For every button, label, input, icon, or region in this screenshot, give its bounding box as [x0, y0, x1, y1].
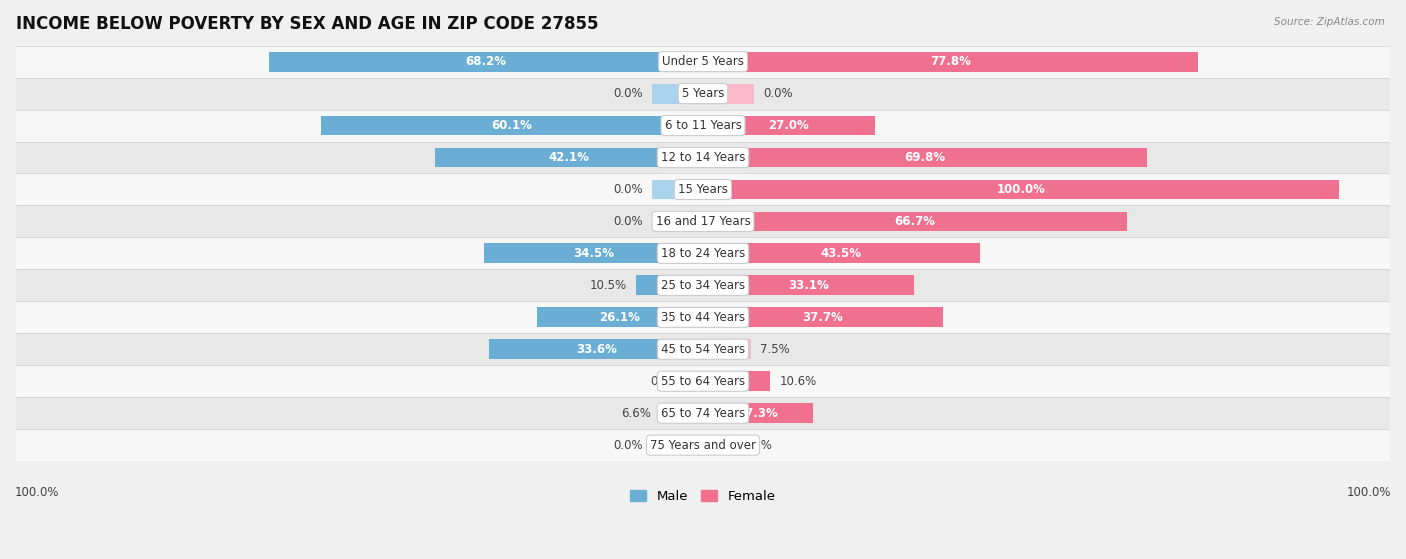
Bar	[703, 339, 751, 359]
Text: Source: ZipAtlas.com: Source: ZipAtlas.com	[1274, 17, 1385, 27]
Bar	[484, 244, 703, 263]
Text: 5 Years: 5 Years	[682, 87, 724, 100]
Bar	[15, 397, 1391, 429]
Bar	[703, 403, 813, 423]
Text: 0.98%: 0.98%	[650, 375, 688, 388]
Text: 0.0%: 0.0%	[613, 183, 643, 196]
Text: 69.8%: 69.8%	[904, 151, 946, 164]
Bar	[661, 403, 703, 423]
Bar	[15, 173, 1391, 206]
Bar	[703, 211, 1128, 231]
Text: 60.1%: 60.1%	[492, 119, 533, 132]
Text: 43.5%: 43.5%	[821, 247, 862, 260]
Bar	[15, 429, 1391, 461]
Bar	[697, 371, 703, 391]
Bar	[15, 206, 1391, 238]
Bar	[703, 244, 980, 263]
Text: 55 to 64 Years: 55 to 64 Years	[661, 375, 745, 388]
Bar	[703, 116, 875, 135]
Text: 10.5%: 10.5%	[589, 279, 627, 292]
Text: 33.1%: 33.1%	[787, 279, 828, 292]
Text: 0.0%: 0.0%	[613, 87, 643, 100]
Bar	[15, 78, 1391, 110]
Bar	[703, 148, 1147, 168]
Text: 66.7%: 66.7%	[894, 215, 935, 228]
Bar	[652, 435, 703, 455]
Bar	[15, 301, 1391, 333]
Text: 100.0%: 100.0%	[1347, 486, 1392, 499]
Text: Under 5 Years: Under 5 Years	[662, 55, 744, 68]
Bar	[703, 179, 1339, 200]
Bar	[652, 179, 703, 200]
Bar	[15, 365, 1391, 397]
Text: 10.6%: 10.6%	[780, 375, 817, 388]
Text: 68.2%: 68.2%	[465, 55, 506, 68]
Text: 34.5%: 34.5%	[572, 247, 614, 260]
Text: 25 to 34 Years: 25 to 34 Years	[661, 279, 745, 292]
Text: 27.0%: 27.0%	[769, 119, 810, 132]
Bar	[321, 116, 703, 135]
Bar	[703, 52, 1198, 72]
Bar	[703, 84, 754, 103]
Bar	[269, 52, 703, 72]
Bar	[15, 110, 1391, 141]
Text: 0.0%: 0.0%	[613, 215, 643, 228]
Bar	[436, 148, 703, 168]
Bar	[703, 276, 914, 295]
Text: 35 to 44 Years: 35 to 44 Years	[661, 311, 745, 324]
Bar	[15, 46, 1391, 78]
Text: 18 to 24 Years: 18 to 24 Years	[661, 247, 745, 260]
Text: 17.3%: 17.3%	[738, 406, 779, 420]
Text: 37.7%: 37.7%	[803, 311, 844, 324]
Text: 0.0%: 0.0%	[613, 439, 643, 452]
Text: 33.6%: 33.6%	[575, 343, 617, 356]
Text: 4.7%: 4.7%	[742, 439, 772, 452]
Bar	[537, 307, 703, 327]
Text: 77.8%: 77.8%	[929, 55, 972, 68]
Bar	[489, 339, 703, 359]
Text: 100.0%: 100.0%	[997, 183, 1046, 196]
Bar	[15, 141, 1391, 173]
Text: 100.0%: 100.0%	[14, 486, 59, 499]
Text: 6 to 11 Years: 6 to 11 Years	[665, 119, 741, 132]
Legend: Male, Female: Male, Female	[626, 485, 780, 509]
Text: 45 to 54 Years: 45 to 54 Years	[661, 343, 745, 356]
Text: 75 Years and over: 75 Years and over	[650, 439, 756, 452]
Text: 65 to 74 Years: 65 to 74 Years	[661, 406, 745, 420]
Text: 7.5%: 7.5%	[761, 343, 790, 356]
Text: 42.1%: 42.1%	[548, 151, 589, 164]
Bar	[637, 276, 703, 295]
Text: 26.1%: 26.1%	[599, 311, 641, 324]
Text: 12 to 14 Years: 12 to 14 Years	[661, 151, 745, 164]
Bar	[703, 371, 770, 391]
Bar	[703, 307, 943, 327]
Bar	[652, 84, 703, 103]
Text: INCOME BELOW POVERTY BY SEX AND AGE IN ZIP CODE 27855: INCOME BELOW POVERTY BY SEX AND AGE IN Z…	[15, 15, 599, 33]
Bar	[652, 211, 703, 231]
Text: 15 Years: 15 Years	[678, 183, 728, 196]
Bar	[703, 435, 733, 455]
Bar	[15, 333, 1391, 365]
Text: 6.6%: 6.6%	[621, 406, 651, 420]
Text: 16 and 17 Years: 16 and 17 Years	[655, 215, 751, 228]
Bar	[15, 269, 1391, 301]
Bar	[15, 238, 1391, 269]
Text: 0.0%: 0.0%	[763, 87, 793, 100]
